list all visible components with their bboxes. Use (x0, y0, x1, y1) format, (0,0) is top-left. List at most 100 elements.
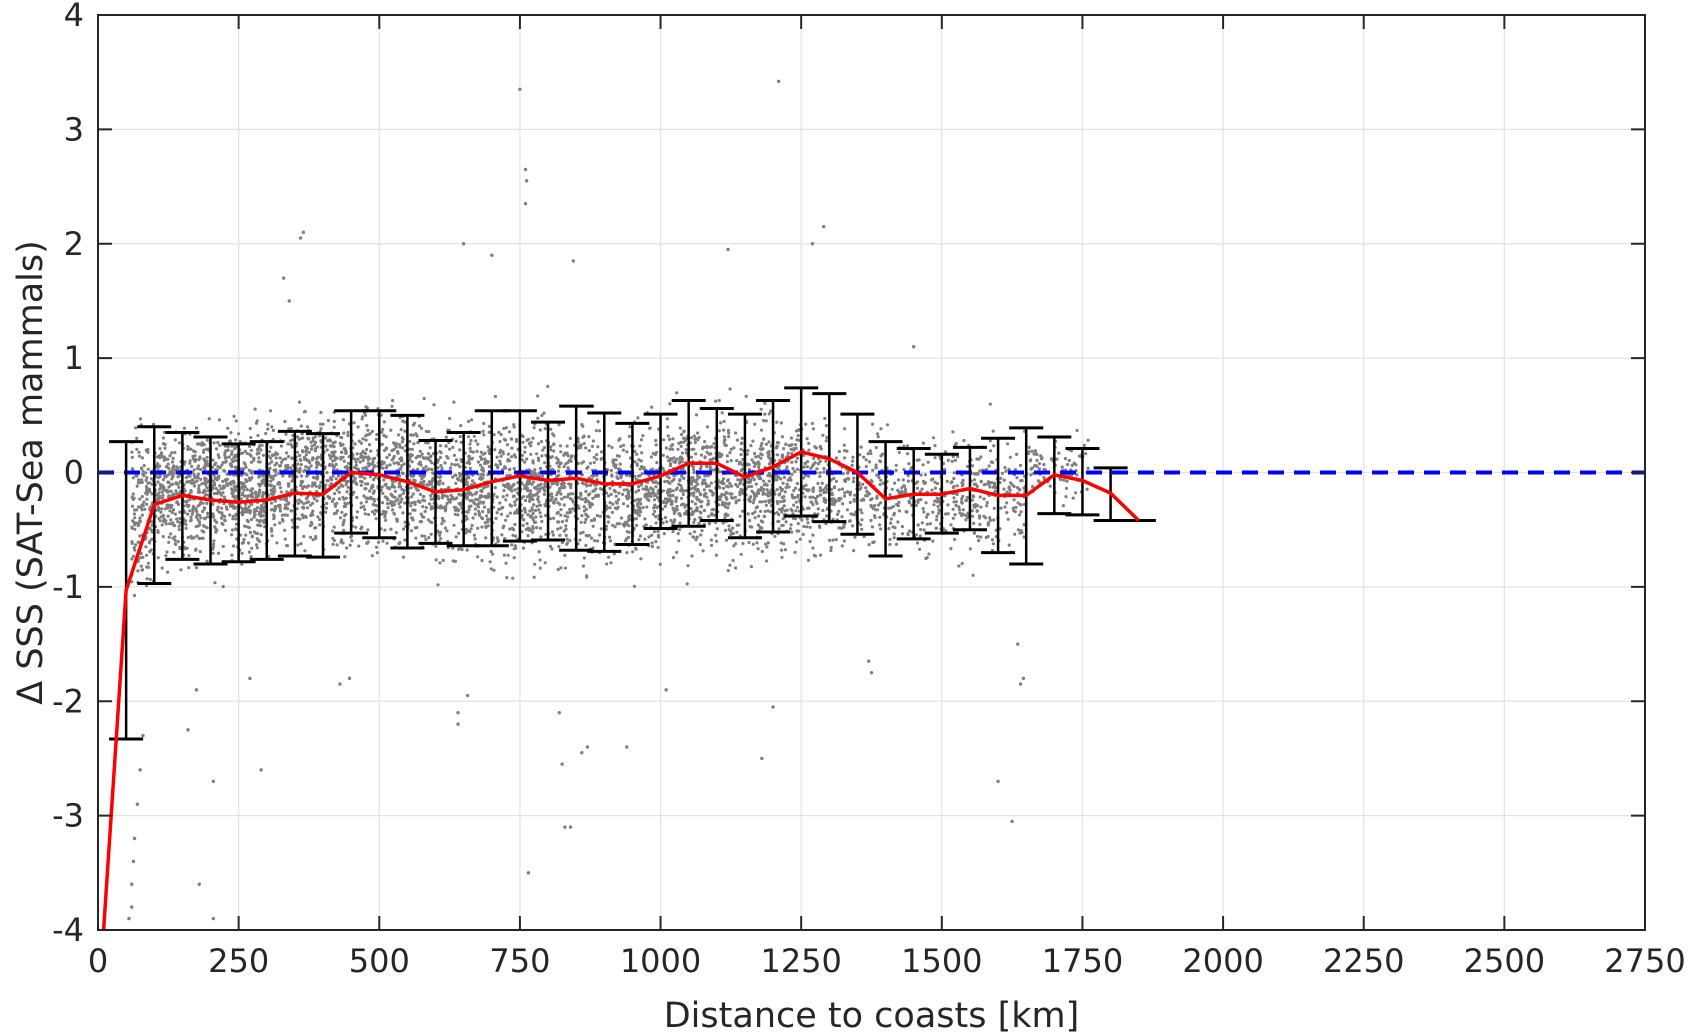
scatter-point (768, 510, 773, 514)
scatter-point (764, 542, 768, 546)
scatter-point (506, 452, 510, 456)
scatter-point (747, 540, 751, 545)
scatter-point (393, 489, 397, 493)
scatter-point (560, 541, 565, 545)
scatter-point (197, 536, 201, 541)
scatter-point (860, 518, 864, 522)
scatter-point (385, 464, 389, 468)
scatter-point (828, 538, 832, 543)
scatter-point (355, 510, 359, 514)
scatter-point (475, 498, 480, 502)
scatter-point (456, 513, 460, 517)
scatter-point (234, 458, 238, 463)
scatter-point (361, 437, 365, 441)
scatter-point (705, 444, 709, 448)
scatter-point (254, 494, 258, 498)
scatter-point (540, 413, 544, 417)
scatter-point (365, 424, 369, 428)
scatter-point (311, 456, 315, 460)
scatter-point (483, 521, 487, 525)
scatter-point (609, 468, 613, 473)
scatter-point (809, 495, 813, 499)
scatter-point (273, 523, 277, 527)
scatter-point (720, 411, 724, 415)
scatter-point (258, 519, 262, 523)
scatter-point (702, 488, 706, 492)
scatter-point (701, 549, 705, 553)
scatter-point (454, 439, 458, 443)
scatter-point (156, 529, 160, 533)
scatter-point (851, 524, 855, 528)
scatter-point (525, 457, 529, 461)
scatter-point (562, 453, 566, 457)
scatter-point (754, 506, 758, 510)
scatter-point (511, 533, 515, 537)
scatter-point (715, 527, 719, 531)
scatter-point (492, 568, 496, 572)
scatter-point (543, 484, 547, 488)
scatter-point (927, 552, 931, 556)
scatter-point (762, 437, 766, 441)
scatter-point (171, 492, 175, 496)
scatter-point (530, 508, 534, 512)
scatter-point (438, 455, 442, 460)
scatter-point (726, 513, 730, 517)
scatter-point (197, 464, 201, 468)
scatter-point (157, 496, 161, 500)
scatter-point (748, 499, 752, 504)
scatter-point (692, 494, 696, 498)
scatter-point (480, 516, 484, 520)
scatter-point (177, 528, 181, 532)
scatter-point (394, 531, 398, 535)
scatter-point (434, 558, 438, 562)
scatter-point (704, 482, 708, 486)
scatter-point (400, 497, 404, 501)
scatter-point (386, 497, 390, 501)
scatter-point (512, 494, 516, 498)
scatter-point (793, 550, 797, 555)
scatter-point (664, 446, 669, 450)
scatter-point (757, 491, 761, 495)
scatter-point (778, 486, 782, 490)
scatter-point (537, 508, 541, 512)
scatter-point (652, 498, 657, 502)
scatter-point (528, 509, 532, 513)
scatter-point (580, 461, 584, 465)
scatter-point (453, 473, 457, 477)
scatter-point (280, 517, 284, 521)
scatter-point (464, 510, 468, 514)
scatter-point (408, 447, 412, 451)
scatter-point (382, 461, 386, 465)
scatter-point (705, 450, 709, 454)
scatter-point (639, 557, 643, 561)
scatter-point (483, 457, 487, 461)
scatter-point (961, 478, 965, 482)
scatter-point (481, 452, 485, 456)
scatter-point (327, 495, 331, 499)
scatter-point (769, 499, 773, 503)
scatter-point (921, 441, 926, 445)
scatter-point (679, 489, 683, 493)
scatter-point (729, 529, 733, 534)
scatter-point (661, 453, 665, 457)
scatter-point (355, 515, 359, 520)
scatter-point (144, 478, 148, 482)
scatter-point (539, 535, 543, 539)
scatter-point (953, 537, 957, 542)
scatter-point (949, 547, 953, 551)
scatter-point (741, 541, 745, 546)
scatter-point (211, 458, 215, 462)
scatter-point (230, 528, 235, 532)
scatter-point (528, 527, 532, 531)
scatter-point (568, 497, 573, 501)
scatter-point (811, 427, 816, 431)
scatter-point (363, 476, 367, 480)
scatter-point (532, 520, 537, 525)
scatter-point (131, 476, 135, 480)
scatter-point (478, 500, 482, 504)
scatter-point (757, 462, 761, 466)
scatter-point (523, 498, 528, 503)
scatter-point (444, 435, 448, 439)
scatter-point (201, 490, 205, 495)
scatter-point (976, 534, 980, 539)
